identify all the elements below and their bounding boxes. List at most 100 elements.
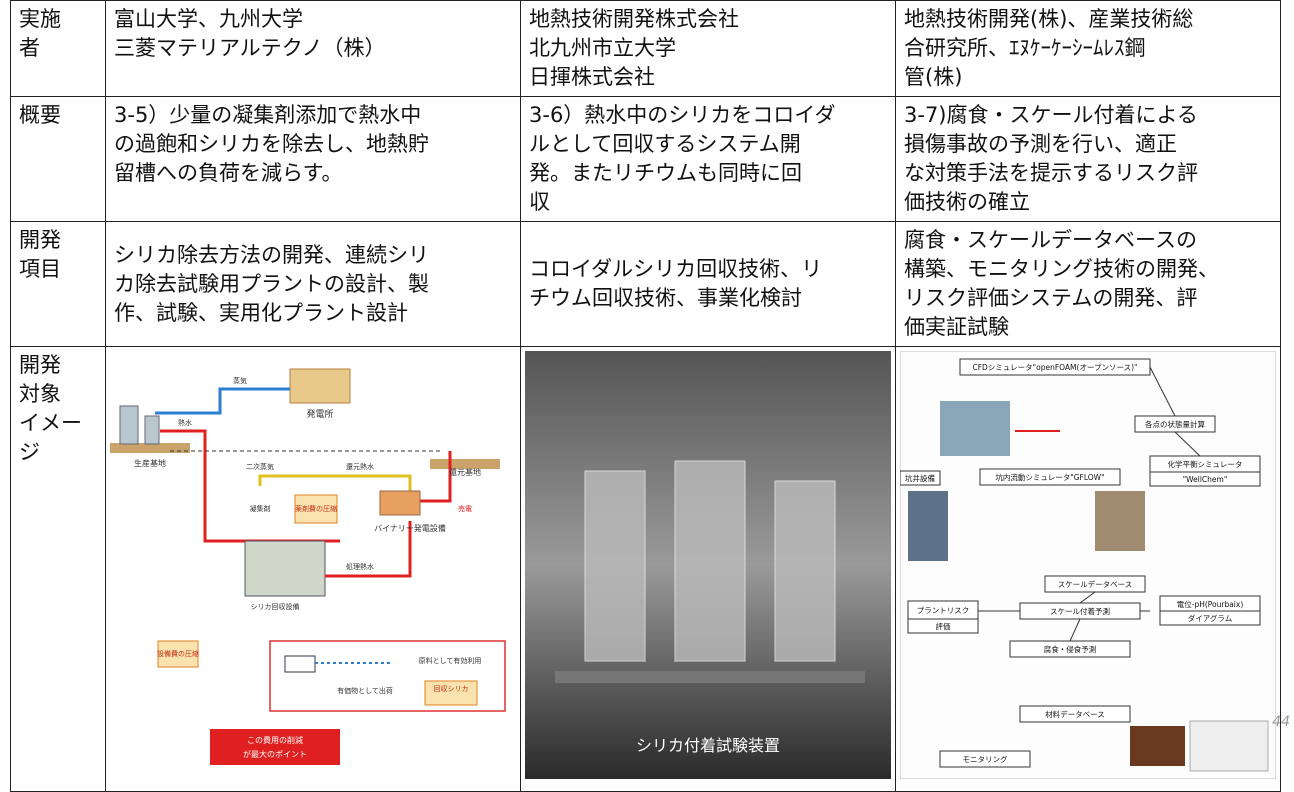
diagram-label: 回収シリカ xyxy=(434,685,469,693)
cell-line: 地熱技術開発(株)、産業技術総 xyxy=(904,5,1272,34)
cell-line: 合研究所、ｴﾇｹｰｹｰｼｰﾑﾚｽ鋼 xyxy=(904,34,1272,63)
cell: 地熱技術開発(株)、産業技術総合研究所、ｴﾇｹｰｹｰｼｰﾑﾚｽ鋼管(株) xyxy=(896,1,1281,97)
cell-line: 開発 xyxy=(19,351,97,380)
diagram-label: 熱水 xyxy=(178,418,192,427)
cell: シリカ除去方法の開発、連続シリカ除去試験用プラントの設計、製作、試験、実用化プラ… xyxy=(106,222,521,347)
diagram-label: が最大のポイント xyxy=(243,749,307,759)
cell-line: 価技術の確立 xyxy=(904,188,1272,217)
truck xyxy=(285,656,315,672)
diagram-label: 凝集剤 xyxy=(250,504,271,513)
diagram-label: 原料として有効利用 xyxy=(419,656,482,665)
table-row: 実施者富山大学、九州大学三菱マテリアルテクノ（株）地熱技術開発株式会社北九州市立… xyxy=(11,1,1281,97)
cell-line: 富山大学、九州大学 xyxy=(114,5,512,34)
key-box xyxy=(210,729,340,765)
cell-line: チウム回収技術、事業化検討 xyxy=(529,284,887,313)
photo-thumb xyxy=(1190,721,1268,771)
cell-line: 作、試験、実用化プラント設計 xyxy=(114,299,512,328)
cell-line: 者 xyxy=(19,34,97,63)
cell-line: 実施 xyxy=(19,5,97,34)
apparatus xyxy=(775,481,835,661)
row-header: 実施者 xyxy=(11,1,106,97)
table-row: 開発対象イメージ発電所蒸気熱水二次蒸気凝集剤還元熱水処理熱水生産基地還元基地バイ… xyxy=(11,347,1281,792)
cell-line: 発。またリチウムも同時に回 xyxy=(529,159,887,188)
cell-line: 留槽への負荷を減らす。 xyxy=(114,159,512,188)
table: 実施者富山大学、九州大学三菱マテリアルテクノ（株）地熱技術開発株式会社北九州市立… xyxy=(10,0,1281,792)
diagram-label: 二次蒸気 xyxy=(246,462,274,471)
cell-line: 3-7)腐食・スケール付着による xyxy=(904,101,1272,130)
cell: コロイダルシリカ回収技術、リチウム回収技術、事業化検討 xyxy=(521,222,896,347)
flow-label: ダイアグラム xyxy=(1188,613,1232,623)
cell-line: な対策手法を提示するリスク評 xyxy=(904,159,1272,188)
page: 実施者富山大学、九州大学三菱マテリアルテクノ（株）地熱技術開発株式会社北九州市立… xyxy=(0,0,1294,724)
cell-line: 開発 xyxy=(19,226,97,255)
cell: 3-6）熱水中のシリカをコロイダルとして回収するシステム開発。またリチウムも同時… xyxy=(521,97,896,222)
cell-line: 項目 xyxy=(19,255,97,284)
image-cell: 発電所蒸気熱水二次蒸気凝集剤還元熱水処理熱水生産基地還元基地バイナリー発電設備売… xyxy=(106,347,521,792)
diagram-label: バイナリー発電設備 xyxy=(374,523,446,533)
diagram-label: シリカ回収設備 xyxy=(251,602,300,611)
diagram-label: 売電 xyxy=(458,504,472,513)
cell-line: シリカ除去方法の開発、連続シリ xyxy=(114,241,512,270)
cell-line: 日揮株式会社 xyxy=(529,63,887,92)
flow-label: プラントリスク xyxy=(917,606,970,615)
secondary-pipe xyxy=(260,476,410,491)
apparatus xyxy=(675,461,745,661)
cell: 3-5）少量の凝集剤添加で熱水中の過飽和シリカを除去し、地熱貯留槽への負荷を減ら… xyxy=(106,97,521,222)
cell-line: リスク評価システムの開発、評 xyxy=(904,284,1272,313)
cell-line: 北九州市立大学 xyxy=(529,34,887,63)
diagram-label: 蒸気 xyxy=(233,376,247,385)
cell-line: 管(株) xyxy=(904,63,1272,92)
flow-label: 各点の状態量計算 xyxy=(1145,419,1205,429)
photo: シリカ付着試験装置 xyxy=(525,351,891,779)
diagram-label: 薬剤費の圧縮 xyxy=(295,504,337,513)
flow-label: "WellChem" xyxy=(1183,475,1228,484)
cell-line: 地熱技術開発株式会社 xyxy=(529,5,887,34)
flow-label: CFDシミュレータ"openFOAM(オープンソース)" xyxy=(972,363,1137,372)
cell: 地熱技術開発株式会社北九州市立大学日揮株式会社 xyxy=(521,1,896,97)
diagram-label: 生産基地 xyxy=(134,458,166,468)
flow-label: スケールデータベース xyxy=(1058,579,1133,589)
risk-flow: CFDシミュレータ"openFOAM(オープンソース)"各点の状態量計算化学平衡… xyxy=(900,351,1276,779)
cell-line: 収 xyxy=(529,188,887,217)
cell-line: の過飽和シリカを除去し、地熱貯 xyxy=(114,130,512,159)
flow-label: 評価 xyxy=(936,621,951,631)
page-number: 44 xyxy=(1272,714,1290,730)
diagram-label: 設備費の圧縮 xyxy=(157,649,199,658)
cell-line: コロイダルシリカ回収技術、リ xyxy=(529,255,887,284)
cell-line: ジ xyxy=(19,438,97,467)
image-cell: シリカ付着試験装置 xyxy=(521,347,896,792)
diagram-label: 還元熱水 xyxy=(346,462,374,471)
table-row: 開発項目シリカ除去方法の開発、連続シリカ除去試験用プラントの設計、製作、試験、実… xyxy=(11,222,1281,347)
cell-line: 損傷事故の予測を行い、適正 xyxy=(904,130,1272,159)
flow-label: スケール付着予測 xyxy=(1050,606,1110,616)
row-header: 開発項目 xyxy=(11,222,106,347)
image-cell: CFDシミュレータ"openFOAM(オープンソース)"各点の状態量計算化学平衡… xyxy=(896,347,1281,792)
power-plant xyxy=(290,369,350,403)
photo-thumb xyxy=(1130,726,1185,766)
cell-line: カ除去試験用プラントの設計、製 xyxy=(114,270,512,299)
cell: 3-7)腐食・スケール付着による損傷事故の予測を行い、適正な対策手法を提示するリ… xyxy=(896,97,1281,222)
table-body: 実施者富山大学、九州大学三菱マテリアルテクノ（株）地熱技術開発株式会社北九州市立… xyxy=(11,1,1281,792)
steam-pipe xyxy=(155,389,290,413)
cell-line: 3-6）熱水中のシリカをコロイダ xyxy=(529,101,887,130)
cell-line: 価実証試験 xyxy=(904,313,1272,342)
tank xyxy=(145,416,159,444)
flow-label: 坑内流動シミュレータ"GFLOW" xyxy=(995,472,1104,482)
row-header: 概要 xyxy=(11,97,106,222)
cell-line: 3-5）少量の凝集剤添加で熱水中 xyxy=(114,101,512,130)
photo-thumb xyxy=(1095,491,1145,551)
frame xyxy=(555,671,865,683)
cell: 富山大学、九州大学三菱マテリアルテクノ（株） xyxy=(106,1,521,97)
diagram-label: 発電所 xyxy=(306,408,333,420)
plant-diagram: 発電所蒸気熱水二次蒸気凝集剤還元熱水処理熱水生産基地還元基地バイナリー発電設備売… xyxy=(110,351,515,779)
diagram-label: 処理熱水 xyxy=(346,562,374,571)
cell-line: 腐食・スケールデータベースの xyxy=(904,226,1272,255)
flow-label: 坑井設備 xyxy=(905,473,935,483)
flow-label: 材料データベース xyxy=(1045,709,1105,719)
photo-thumb xyxy=(940,401,1010,456)
cell-line: 対象 xyxy=(19,380,97,409)
cell-line: イメー xyxy=(19,409,97,438)
cell-line: 構築、モニタリング技術の開発、 xyxy=(904,255,1272,284)
flow-label: 電位-pH(Pourbaix) xyxy=(1177,599,1244,609)
